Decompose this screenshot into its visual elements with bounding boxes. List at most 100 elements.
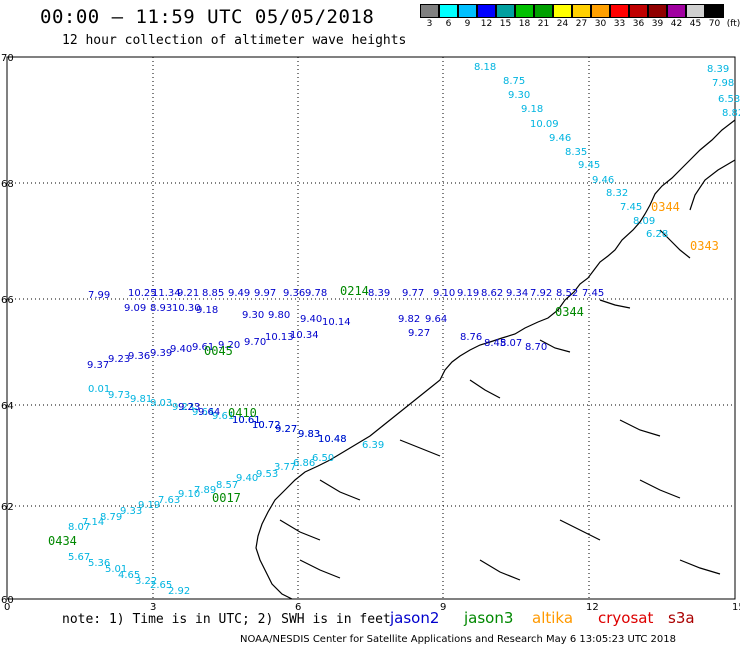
wave-height-value: 9.83 <box>298 429 320 440</box>
legend-swatch <box>553 4 572 18</box>
legend-swatch <box>439 4 458 18</box>
legend-swatch <box>515 4 534 18</box>
wave-height-value: 9.33 <box>120 506 142 517</box>
legend-label: 36 <box>632 19 645 29</box>
legend-swatch <box>591 4 610 18</box>
wave-height-value: 10.61 <box>232 415 261 426</box>
legend-label: 70 <box>708 19 721 29</box>
wave-height-value: 10.48 <box>318 434 347 445</box>
pass-time-label: 0344 <box>651 200 680 214</box>
wave-height-value: 8.57 <box>216 480 238 491</box>
wave-height-value: 10.14 <box>322 317 351 328</box>
pass-time-label: 0343 <box>690 239 719 253</box>
wave-height-value: 5.36 <box>88 558 110 569</box>
wave-height-value: 6.53 <box>718 94 740 105</box>
pass-time-label: 0410 <box>228 406 257 420</box>
wave-height-value: 8.18 <box>474 62 496 73</box>
wave-height-value: 7.92 <box>530 288 552 299</box>
legend-swatch <box>667 4 686 18</box>
wave-height-value: 9.18 <box>521 104 543 115</box>
wave-height-value: 9.82 <box>398 314 420 325</box>
wave-height-value: 10.61 <box>232 415 261 426</box>
wave-height-value: 10.72 <box>252 420 281 431</box>
satellite-s3a: s3a <box>668 609 695 627</box>
wave-height-value: 9.40 <box>300 314 322 325</box>
wave-height-value: 7.98 <box>712 78 734 89</box>
wave-height-value: 9.45 <box>578 160 600 171</box>
wave-height-value: 8.09 <box>633 216 655 227</box>
legend-label: 27 <box>575 19 588 29</box>
wave-height-value: 9.70 <box>244 337 266 348</box>
wave-height-value: 2.92 <box>168 586 190 597</box>
wave-height-value: 9.80 <box>268 310 290 321</box>
wave-height-value: 6.50 <box>312 453 334 464</box>
lon-label: 6 <box>295 602 301 613</box>
wave-height-value: 8.93 <box>150 303 172 314</box>
legend-label: 42 <box>670 19 683 29</box>
wave-height-value: 6.39 <box>362 440 384 451</box>
legend-label: 45 <box>689 19 702 29</box>
wave-height-value: 8.32 <box>606 188 628 199</box>
wave-height-value: 9.64 <box>425 314 447 325</box>
wave-height-value: 7.14 <box>82 517 104 528</box>
wave-height-value: 7.45 <box>620 202 642 213</box>
wave-height-value: 9.53 <box>256 469 278 480</box>
wave-height-value: 8.82 <box>722 108 740 119</box>
wave-height-value: 10.13 <box>265 332 294 343</box>
wave-height-value: 0.01 <box>88 384 110 395</box>
wave-height-value: 9.21 <box>177 288 199 299</box>
satellite-altika: altika <box>532 609 574 627</box>
wave-height-value: 9.40 <box>170 344 192 355</box>
pass-time-label: 0344 <box>555 305 584 319</box>
wave-height-value: 9.19 <box>138 500 160 511</box>
wave-height-value: 6.86 <box>293 458 315 469</box>
wave-height-value: 7.89 <box>194 485 216 496</box>
wave-height-value: 10.72 <box>252 420 281 431</box>
wave-height-value: 9.61 <box>212 411 234 422</box>
wave-height-value: 9.39 <box>150 348 172 359</box>
wave-height-value: 7.45 <box>582 288 604 299</box>
wave-height-value: 9.77 <box>402 288 424 299</box>
wave-height-value: 7.99 <box>88 290 110 301</box>
lon-label: 12 <box>586 602 599 613</box>
legend-swatch <box>420 4 439 18</box>
wave-height-value: 10.25 <box>128 288 157 299</box>
wave-height-value: 9.19 <box>457 288 479 299</box>
legend-swatch <box>648 4 667 18</box>
wave-height-value: 9.18 <box>196 305 218 316</box>
legend-label: 12 <box>480 19 493 29</box>
wave-height-value: 6.28 <box>646 229 668 240</box>
legend-swatch <box>705 4 724 18</box>
wave-height-value: 9.49 <box>228 288 250 299</box>
lat-label: 60 <box>1 595 14 606</box>
legend-swatches <box>420 4 740 18</box>
legend-label: 15 <box>499 19 512 29</box>
legend-swatch <box>496 4 515 18</box>
wave-height-value: 5.01 <box>105 564 127 575</box>
legend-label: 39 <box>651 19 664 29</box>
wave-height-value: 3.77 <box>274 462 296 473</box>
wave-height-value: 8.76 <box>460 332 482 343</box>
map-frame <box>6 56 736 600</box>
legend-swatch <box>610 4 629 18</box>
legend-label: 30 <box>594 19 607 29</box>
page-title: 00:00 – 11:59 UTC 05/05/2018 <box>40 6 375 28</box>
wave-height-value: 2.65 <box>150 580 172 591</box>
legend-label: 33 <box>613 19 626 29</box>
wave-height-value: 8.35 <box>565 147 587 158</box>
pass-time-label: 0214 <box>340 284 369 298</box>
wave-height-value: 9.30 <box>508 90 530 101</box>
wave-height-value: 9.23 <box>178 402 200 413</box>
wave-height-value: 8.62 <box>481 288 503 299</box>
wave-height-value: 9.40 <box>236 473 258 484</box>
satellite-jason2: jason2 <box>390 609 440 627</box>
legend-swatch <box>534 4 553 18</box>
legend-swatch <box>629 4 648 18</box>
wave-height-value: 9.10 <box>433 288 455 299</box>
wave-height-value: 5.67 <box>68 552 90 563</box>
wave-height-value: 9.10 <box>178 489 200 500</box>
lon-label: 9 <box>440 602 446 613</box>
legend-label: (ft) <box>726 19 740 29</box>
legend-label: 18 <box>518 19 531 29</box>
